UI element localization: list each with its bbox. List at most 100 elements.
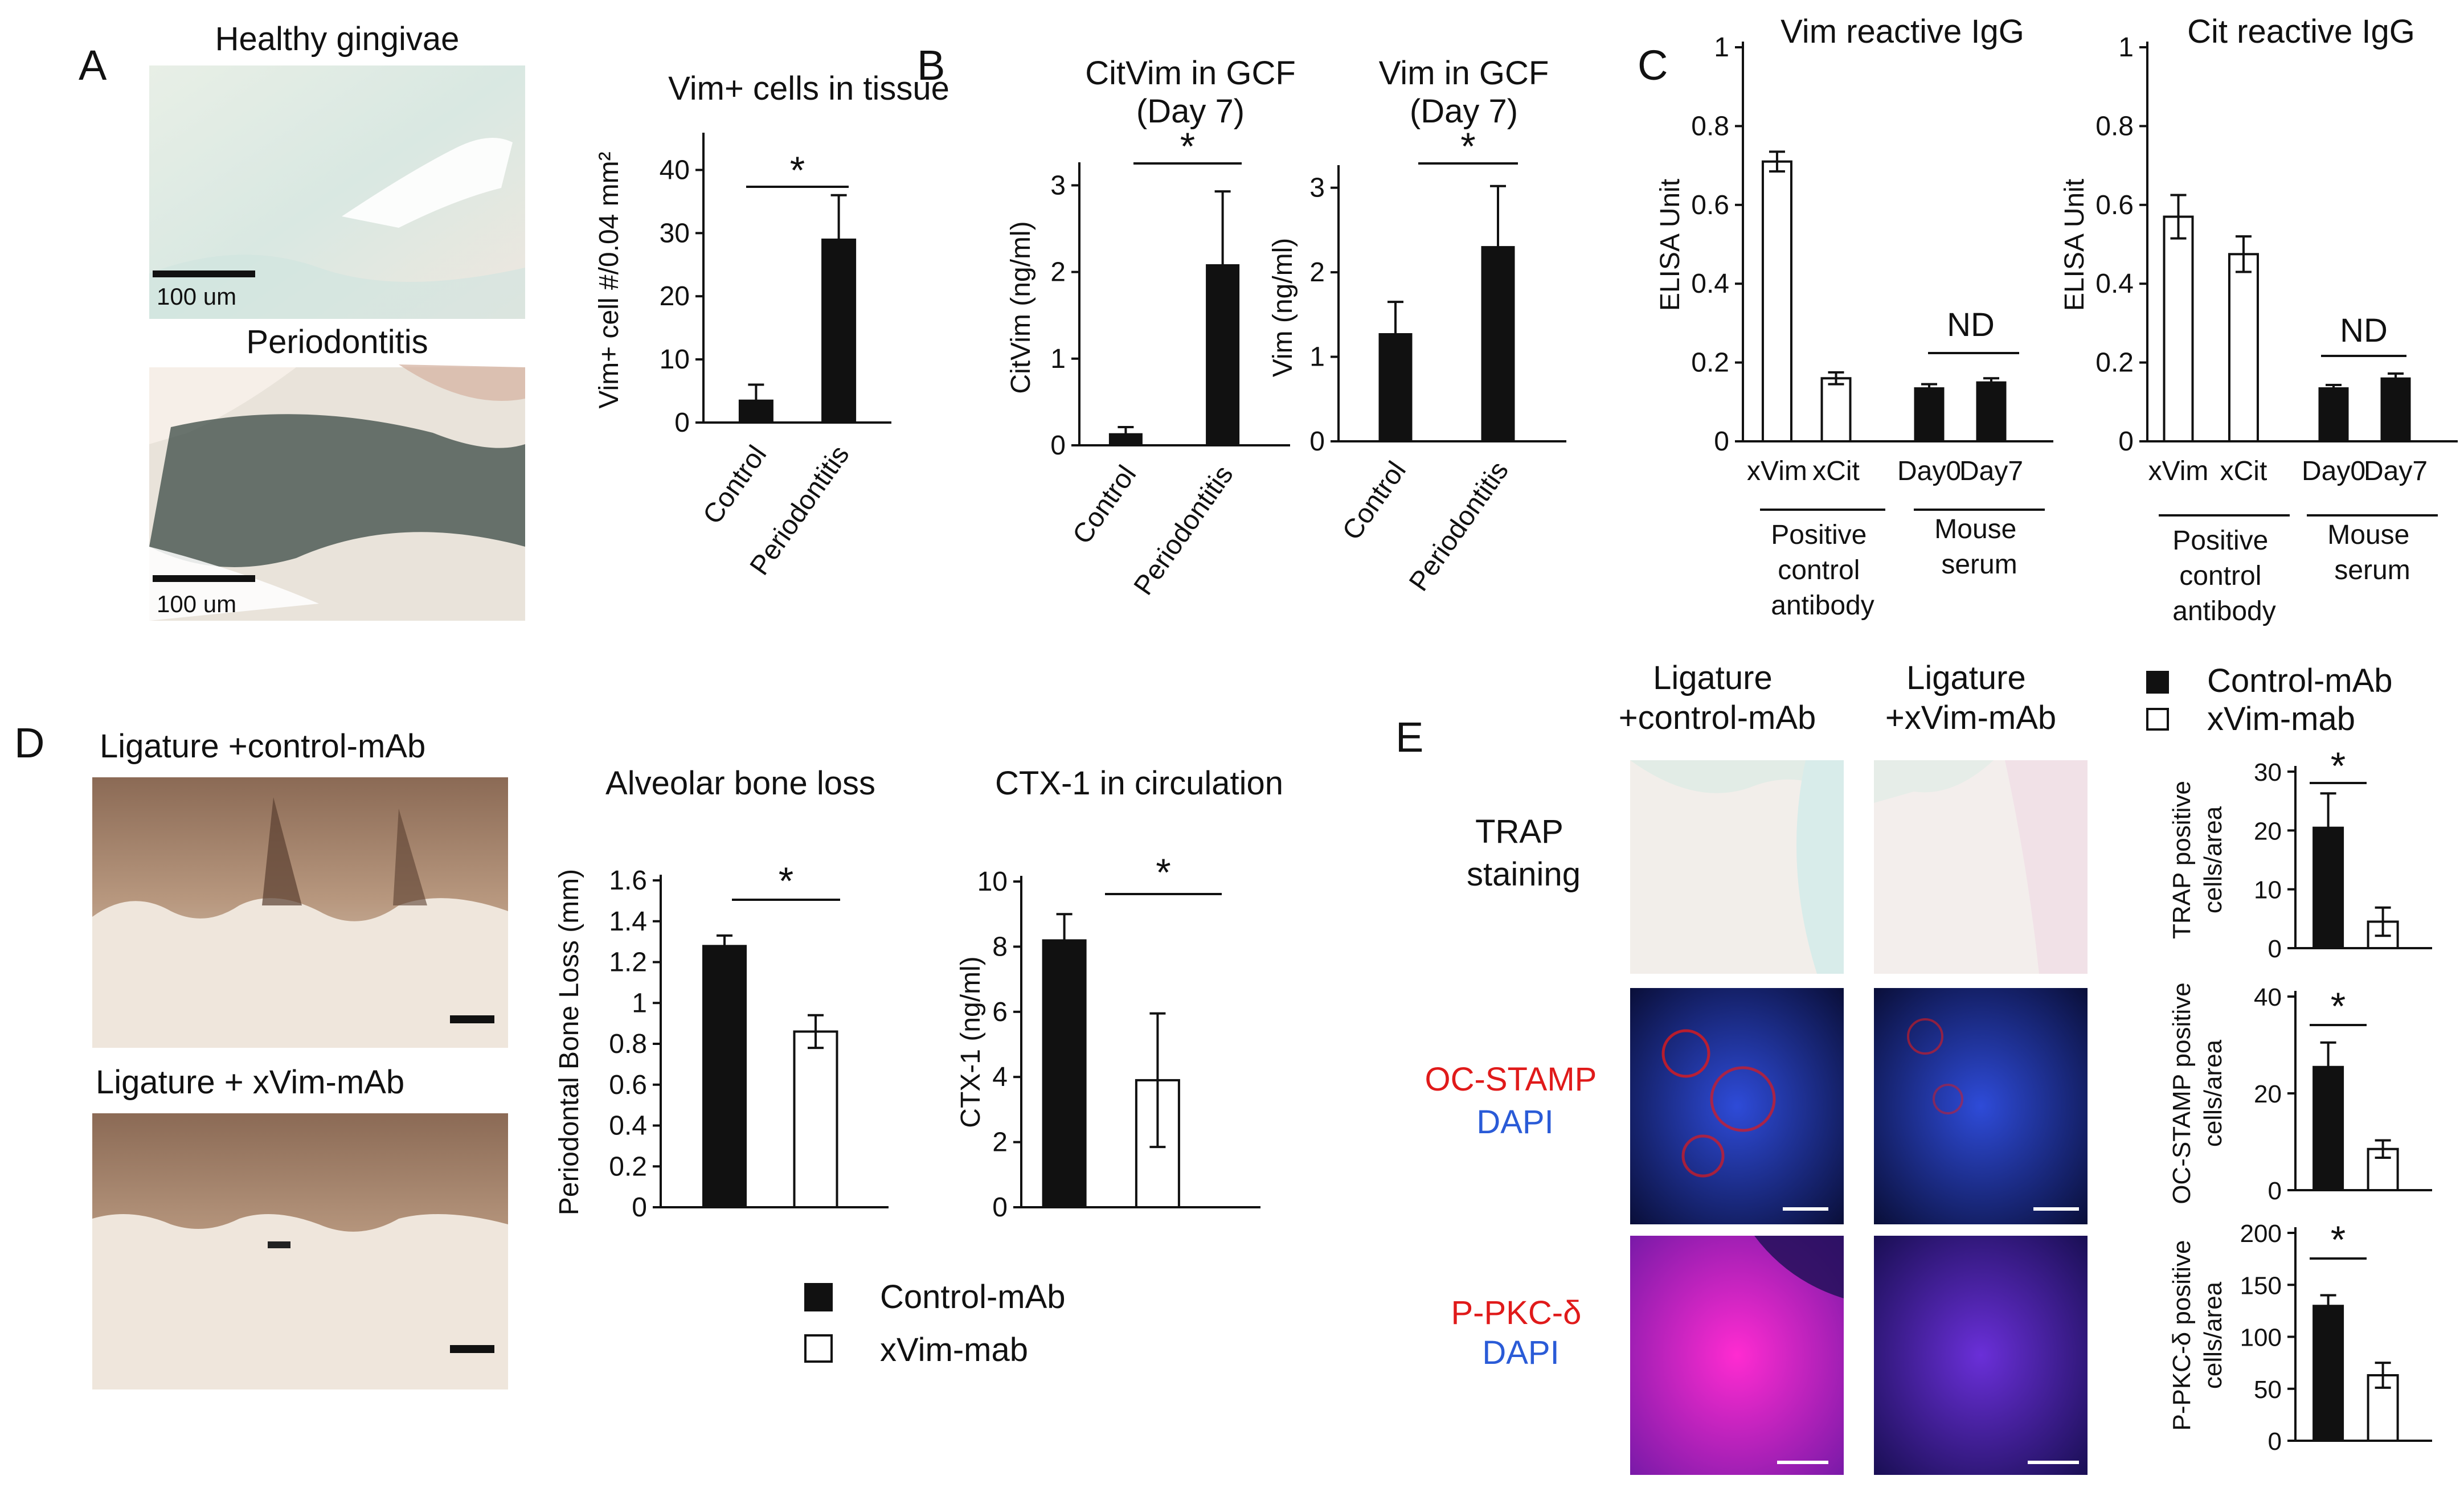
y-tick-label: 0.4 [609, 1111, 647, 1141]
y-tick-label: 0 [1050, 431, 1066, 461]
category-label: Periodontitis [1403, 456, 1515, 597]
significance-star: * [779, 859, 793, 903]
y-tick-label: 2 [992, 1128, 1008, 1158]
y-axis-title-line2: cells/area [2199, 1281, 2227, 1389]
legend-swatch-control [804, 1283, 833, 1311]
y-tick-label: 1.6 [609, 866, 647, 896]
group-positive-vim-line1: Positive [1771, 520, 1867, 550]
y-tick-label: 1 [2118, 32, 2134, 63]
y-axis-title: P-PKC-δ positive cells/area [2168, 1240, 2227, 1430]
chart-title: CitVim in GCF [1085, 55, 1296, 92]
y-tick-label: 1.4 [609, 907, 647, 937]
row-label-ppkc-line1: P-PKC-δ [1451, 1294, 1582, 1331]
bar [2380, 377, 2411, 442]
category-label: Control [1067, 460, 1142, 550]
y-axis-title-line2: cells/area [2199, 806, 2227, 913]
y-axis-title: CitVim (ng/ml) [1006, 221, 1036, 393]
group-label-mouse-cit: Mouse serum [2327, 520, 2417, 585]
image-label-control-mab: Ligature +control-mAb [100, 728, 425, 765]
y-tick-label: 3 [1050, 170, 1066, 200]
y-tick-label: 2 [1050, 257, 1066, 288]
legend-swatch-xvim [804, 1334, 833, 1363]
group-positive-cit-line3: antibody [2172, 596, 2275, 626]
chart-d1-bone-loss: Alveolar bone loss 0 0.2 0.4 0.6 0.8 1 1.2 1.4 1.… [554, 765, 889, 1223]
chart-e2-ocstamp: 0 20 40 OC-STAMP positive cells/area * [2168, 982, 2432, 1205]
y-tick-label: 0.6 [1691, 190, 1729, 220]
column-label-e-xvim: Ligature +xVim-mAb [1885, 659, 2056, 736]
y-tick-label: 0.6 [2095, 190, 2134, 220]
y-tick-label: 20 [2254, 1080, 2282, 1108]
significance-star: * [2331, 1218, 2346, 1261]
group-mouse-cit-line1: Mouse [2327, 520, 2409, 550]
y-tick-label: 100 [2240, 1324, 2282, 1352]
y-tick-label: 0 [2118, 427, 2134, 457]
y-tick-label: 50 [2254, 1376, 2282, 1404]
y-tick-label: 0.2 [1691, 348, 1729, 378]
category-label: xVim [1747, 456, 1807, 486]
panel-letter-a: A [79, 42, 107, 89]
y-tick-label: 4 [992, 1062, 1008, 1092]
y-tick-label: 20 [2254, 817, 2282, 845]
y-tick-label: 10 [977, 867, 1008, 897]
bar [1108, 433, 1143, 446]
y-tick-label: 0.4 [2095, 269, 2134, 299]
y-tick-label: 0.6 [609, 1070, 647, 1100]
chart-d2-ctx1: CTX-1 in circulation 0 2 4 6 8 10 CTX-1 (ng/ml)… [956, 765, 1283, 1223]
row-label-trap-line1: TRAP [1475, 813, 1563, 850]
column-label-e-control-line1: Ligature [1653, 659, 1773, 696]
y-tick-label: 150 [2240, 1272, 2282, 1300]
y-tick-label: 0 [2268, 935, 2282, 963]
micrograph-trap-xvim [1874, 760, 2088, 974]
significance-star: * [1180, 125, 1195, 168]
chart-a-vim-cells: Vim+ cells in tissue 0 10 20 30 40 Vim+ cell #… [594, 70, 949, 581]
panel-letter-e: E [1395, 714, 1423, 761]
chart-title: CTX-1 in circulation [995, 765, 1283, 802]
y-axis-title: Vim+ cell #/0.04 mm² [594, 151, 624, 408]
y-tick-label: 0.8 [2095, 111, 2134, 141]
panel-letter-d: D [14, 719, 44, 766]
category-label: Day0 [1897, 456, 1961, 486]
row-label-trap-line2: staining [1467, 856, 1581, 893]
bar [1976, 381, 2007, 442]
bar [2312, 826, 2344, 949]
category-label: xCit [1812, 456, 1860, 486]
image-label-xvim-mab: Ligature + xVim-mAb [96, 1064, 404, 1101]
panel-c2-annotations: ND Positive control antibody Mouse serum [2159, 312, 2438, 626]
photo-ligature-control [92, 777, 508, 1048]
chart-title: Vim in GCF [1379, 55, 1549, 92]
y-tick-label: 10 [660, 345, 690, 375]
panel-letter-c: C [1638, 42, 1668, 89]
legend-panel-e: Control-mAb xVim-mab [2146, 662, 2393, 737]
y-axis-title-line1: OC-STAMP positive [2168, 982, 2196, 1204]
category-label: Periodontitis [1128, 460, 1239, 601]
y-tick-label: 200 [2240, 1220, 2282, 1248]
y-tick-label: 0.2 [609, 1151, 647, 1182]
bar [1481, 246, 1515, 442]
category-label: xVim [2148, 456, 2209, 486]
y-axis-title: ELISA Unit [1655, 179, 1685, 311]
micrograph-ocstamp-xvim [1874, 988, 2088, 1224]
chart-c1-vim-igg: Vim reactive IgG 0 0.2 0.4 0.6 0.8 1 ELISA Unit… [1655, 13, 2053, 486]
bar [793, 1030, 838, 1208]
bar [1378, 333, 1413, 442]
y-axis-title: Vim (ng/ml) [1268, 238, 1298, 377]
row-label-ocstamp-line1: OC-STAMP [1425, 1061, 1597, 1098]
micrograph-trap-control [1630, 760, 1844, 974]
scale-bar-bottom: 100 um [153, 575, 255, 617]
y-tick-label: 8 [992, 932, 1008, 962]
y-tick-label: 0 [1714, 427, 1729, 457]
chart-title: Alveolar bone loss [605, 765, 875, 802]
group-label-positive-cit: Positive control antibody [2172, 526, 2275, 626]
row-label-ppkc-line2: DAPI [1482, 1334, 1559, 1371]
scale-text-bottom: 100 um [157, 591, 236, 617]
group-label-positive-vim: Positive control antibody [1771, 520, 1874, 621]
legend-label-control: Control-mAb [880, 1278, 1066, 1315]
y-tick-label: 40 [660, 155, 690, 185]
y-tick-label: 10 [2254, 876, 2282, 904]
category-label: Day7 [1959, 456, 2023, 486]
group-positive-vim-line3: antibody [1771, 591, 1874, 621]
y-axis-title: CTX-1 (ng/ml) [956, 956, 986, 1128]
y-tick-label: 0 [1309, 427, 1325, 457]
y-tick-label: 2 [1309, 257, 1325, 288]
chart-title: Vim+ cells in tissue [668, 70, 949, 107]
